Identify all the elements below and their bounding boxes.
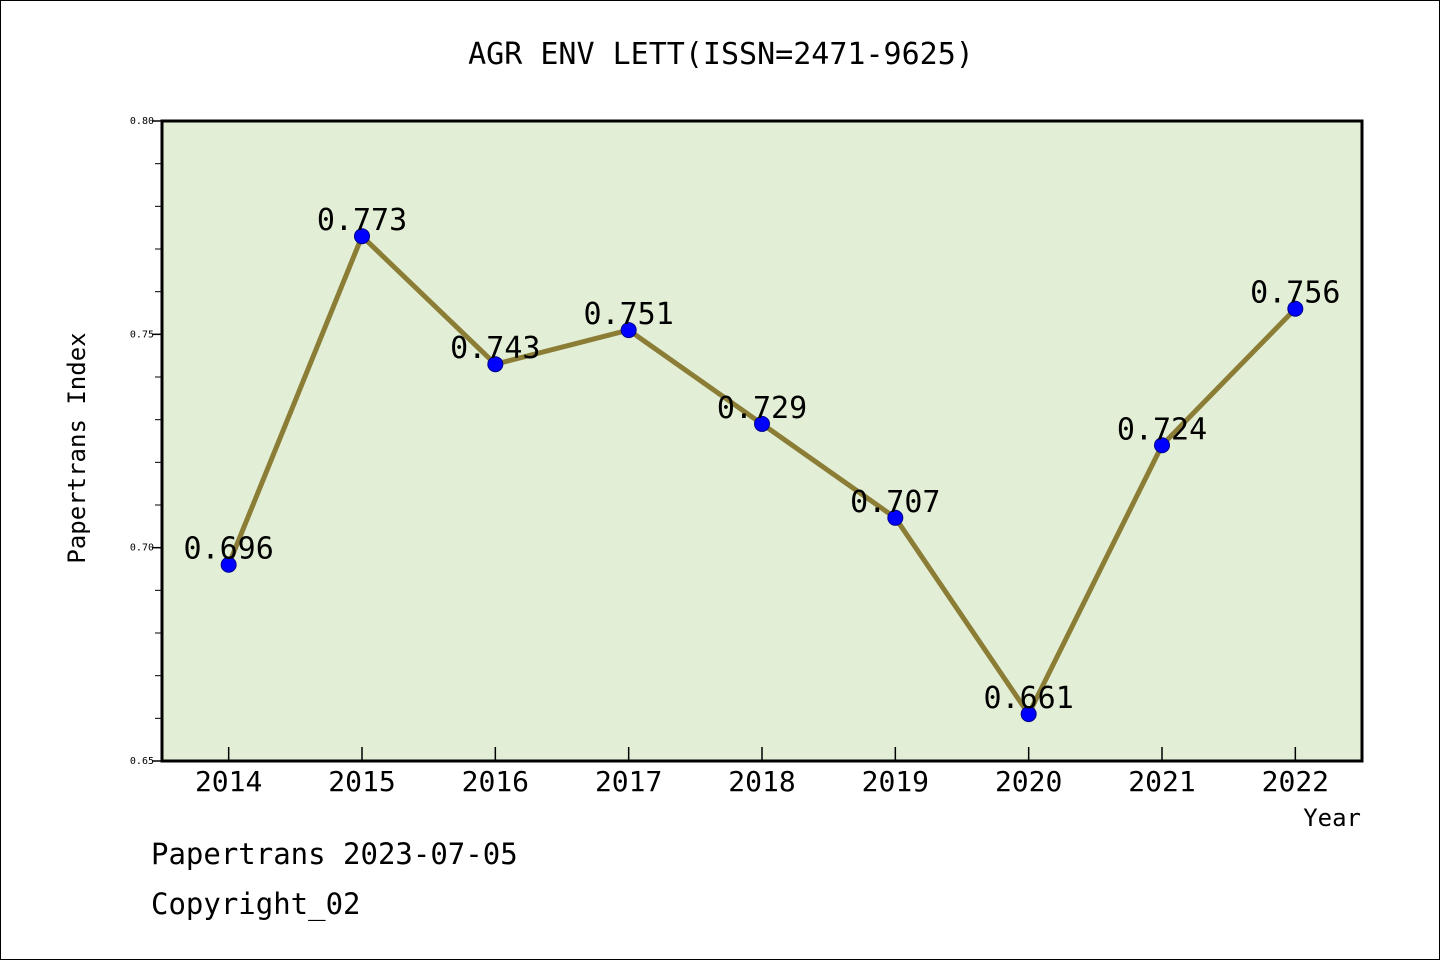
y-tick-label: 0.80 [130,116,154,127]
data-label: 0.724 [1117,412,1207,447]
data-label: 0.661 [984,681,1074,716]
data-point [1154,437,1170,454]
data-point [620,322,637,339]
y-tick-label: 0.70 [130,543,154,554]
data-label: 0.773 [317,203,407,238]
x-tick-marks [227,747,1297,761]
x-tick-labels: 2014 2015 2016 2017 2018 2019 2020 2021 2022 [195,765,1329,798]
x-tick-label: 2017 [595,765,662,798]
data-point [354,228,370,245]
y-tick-label: 0.65 [130,756,154,767]
footer-copyright: Copyright_02 [151,887,361,921]
x-tick-label: 2014 [195,765,262,798]
data-label: 0.696 [184,532,274,567]
x-axis-label: Year [1303,804,1361,832]
x-tick-label: 2022 [1262,765,1329,798]
x-tick-label: 2015 [328,765,395,798]
x-tick-label: 2021 [1128,765,1195,798]
data-point [1287,300,1304,317]
data-label: 0.751 [584,297,674,332]
data-point [487,356,504,373]
data-labels: 0.696 0.773 0.743 0.751 0.729 0.707 0.661 0.724… [184,203,1341,716]
x-tick-label: 2019 [862,765,929,798]
data-label: 0.729 [717,391,807,426]
data-label: 0.743 [450,331,540,366]
data-point [220,556,237,573]
data-point [754,415,770,432]
footer-date: Papertrans 2023-07-05 [151,837,518,871]
plot-border [160,119,1364,763]
chart-title: AGR ENV LETT(ISSN=2471-9625) [468,37,974,72]
x-tick-label: 2020 [995,765,1062,798]
y-tick-labels: 0.65 0.70 0.75 0.80 [130,116,162,767]
x-tick-label: 2018 [728,765,795,798]
data-point [887,509,904,526]
data-label: 0.756 [1250,276,1340,311]
data-markers [220,228,1304,723]
data-point [1020,706,1037,723]
y-axis-label: Papertrans Index [63,332,91,563]
x-tick-label: 2016 [462,765,529,798]
data-label: 0.707 [850,485,940,520]
y-tick-label: 0.75 [130,329,154,340]
